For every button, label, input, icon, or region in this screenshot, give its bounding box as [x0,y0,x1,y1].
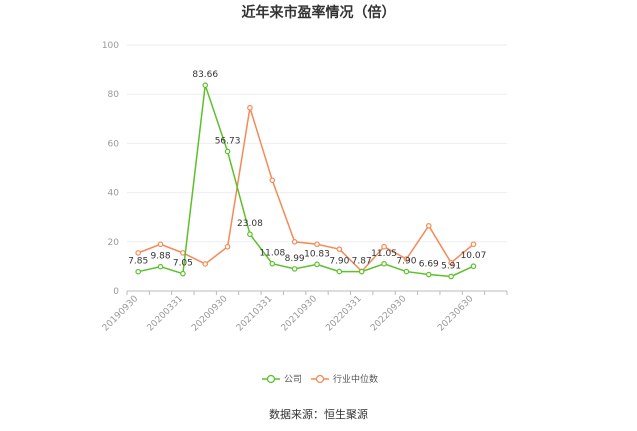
data-point [381,243,387,250]
series-line-1 [137,107,474,273]
x-tick-label: 20200930 [190,294,230,334]
x-tick-label: 20210331 [235,294,274,333]
data-point [157,263,164,270]
data-label: 7.85 [128,257,148,267]
data-point [247,104,253,111]
data-point [224,243,231,250]
data-point [291,266,298,272]
data-label: 10.07 [461,251,487,261]
x-tick-label: 20200331 [146,294,185,333]
x-tick-label: 20190930 [101,294,141,334]
data-point [291,239,298,245]
data-label: 9.88 [151,252,171,262]
data-point [336,246,343,252]
legend-marker-1 [315,374,325,384]
data-label: 5.91 [441,261,461,271]
data-point [381,261,387,267]
data-label: 10.83 [304,249,330,259]
data-point [314,241,320,248]
legend-label-0: 公司 [284,374,302,385]
data-point [448,259,454,266]
data-source: 数据来源：恒生聚源 [269,408,368,421]
data-point [358,268,365,275]
data-point [202,261,209,267]
data-point [269,177,276,184]
data-point [336,268,343,275]
data-point [247,231,253,238]
data-label: 23.08 [237,219,263,229]
data-label: 7.90 [396,257,416,267]
y-tick-label: 0 [113,287,119,297]
y-tick-label: 100 [102,41,119,51]
data-point [470,263,477,270]
y-tick-label: 80 [108,90,120,100]
x-tick-label: 20220331 [324,294,363,333]
x-tick-label: 20230630 [436,294,476,334]
data-label: 8.99 [285,254,305,264]
data-label: 11.05 [371,249,397,259]
data-point [448,273,454,280]
data-label: 6.69 [419,260,439,270]
data-label: 7.05 [173,259,193,269]
data-label: 7.87 [352,257,372,267]
y-tick-label: 60 [108,139,120,149]
data-point [135,268,141,275]
data-point [425,223,432,229]
data-point [180,270,186,277]
data-label: 11.08 [259,249,285,259]
data-point [157,241,164,248]
data-label: 56.73 [215,136,241,146]
data-point [314,261,320,268]
x-tick-label: 20210930 [280,294,320,334]
data-point [403,256,410,262]
legend-marker-0 [266,374,276,384]
data-point [470,241,477,248]
data-point [202,82,209,88]
series-line-0 [138,84,474,278]
y-tick-label: 40 [108,189,120,199]
x-tick-label: 20220930 [369,294,409,334]
data-label: 83.66 [192,70,218,80]
data-point [403,268,410,275]
data-point [224,148,231,155]
data-point [135,250,141,256]
chart-title: 近年来市盈率情况（倍） [241,5,396,21]
y-tick-label: 20 [108,238,120,248]
data-point [425,271,432,278]
legend-label-1: 行业中位数 [333,373,378,385]
data-point [269,260,276,267]
data-label: 7.90 [329,257,349,267]
